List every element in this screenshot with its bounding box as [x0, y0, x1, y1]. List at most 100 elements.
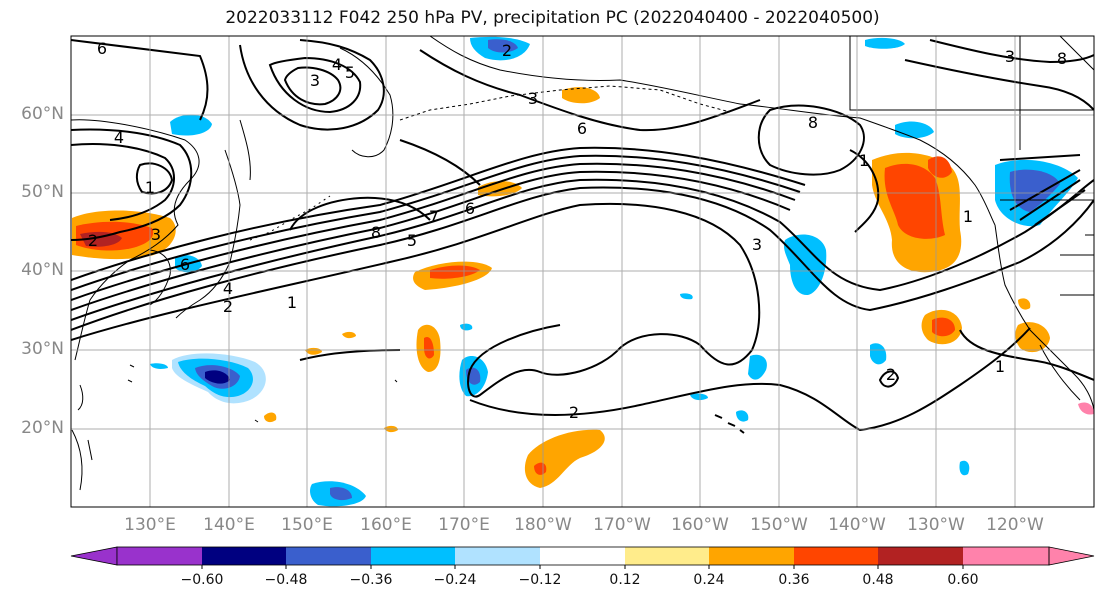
- lat-label-30n: 30°N: [21, 339, 64, 359]
- colorbar-tick-label: 0.36: [778, 572, 810, 588]
- lon-label: 130°W: [907, 515, 965, 535]
- pv-contour: [419, 49, 761, 132]
- pv-contour: [999, 154, 1086, 226]
- pv-blob: [865, 37, 905, 49]
- coast-alaska-west: [429, 36, 741, 105]
- colorbar-tick-label: −0.24: [433, 572, 477, 588]
- colorbar-swatch: [117, 547, 202, 565]
- colorbar-swatch: [794, 547, 878, 565]
- lon-label: 140°W: [828, 515, 886, 535]
- precip-blob: [1018, 298, 1031, 310]
- colorbar-tick-label: −0.36: [349, 572, 393, 588]
- colorbar-swatch: [371, 547, 455, 565]
- colorbar-tick-label: 0.60: [947, 572, 979, 588]
- pv-contour: [929, 39, 1094, 64]
- pv-blob: [680, 293, 693, 300]
- contour-label: 1: [859, 151, 869, 170]
- colorbar-extend-low: [70, 546, 118, 566]
- coast-taiwan: [77, 384, 84, 411]
- pv-contour: [71, 39, 209, 121]
- pv-contour: [135, 162, 174, 195]
- lat-label-20n: 20°N: [21, 418, 64, 438]
- contour-label: 4: [114, 128, 124, 147]
- map-title: 2022033112 F042 250 hPa PV, precipitatio…: [225, 8, 880, 28]
- coast-kamchatka: [339, 47, 394, 158]
- colorbar-tick-label: −0.48: [264, 572, 308, 588]
- coast-canada: [1019, 36, 1094, 150]
- pv-blob: [736, 410, 749, 422]
- precip-blob: [80, 231, 122, 247]
- lon-label: 150°E: [281, 515, 333, 535]
- lon-label: 150°W: [750, 515, 808, 535]
- contour-label: 2: [886, 365, 896, 384]
- pv-contour: [71, 178, 1094, 321]
- coast-westcoast: [994, 224, 1094, 411]
- pv-blob: [870, 343, 887, 365]
- coast-korea: [149, 249, 171, 306]
- pv-blob: [959, 460, 970, 476]
- coastlines: [71, 36, 1094, 491]
- pv-contour: [71, 146, 806, 281]
- contour-label: 1: [287, 293, 297, 312]
- contour-label: 3: [1005, 47, 1015, 66]
- coast-alaska-north: [849, 36, 1094, 111]
- pv-blob: [1078, 402, 1094, 415]
- lon-label: 160°W: [671, 515, 729, 535]
- pv-contour: [959, 329, 1094, 381]
- contour-label: 6: [180, 255, 190, 274]
- coast-baja: [1039, 344, 1081, 401]
- pv-blob: [1009, 169, 1060, 212]
- graticule: [71, 36, 1094, 507]
- coast-kurils: [249, 195, 331, 241]
- pv-contour: [878, 370, 900, 388]
- pv-contour: [757, 104, 865, 176]
- colorbar-swatch: [625, 547, 709, 565]
- contour-label: 8: [1057, 49, 1067, 68]
- contour-label: 6: [577, 119, 587, 138]
- lat-label-40n: 40°N: [21, 260, 64, 280]
- contour-label: 8: [371, 223, 381, 242]
- precip-blob: [884, 163, 945, 239]
- colorbar-swatch: [202, 547, 286, 565]
- precip-blob: [264, 412, 277, 423]
- contour-label: 4: [223, 279, 233, 298]
- pv-contour: [904, 59, 1094, 111]
- precip-blob: [430, 265, 480, 279]
- precip-blob: [932, 317, 955, 337]
- pv-contour: [71, 154, 801, 291]
- pv-contours: [71, 39, 1094, 432]
- precip-blob: [305, 347, 322, 355]
- contour-label: 7: [429, 207, 439, 226]
- precip-blob: [1015, 322, 1050, 353]
- contour-label: 3: [310, 71, 320, 90]
- coast-sakhalin: [239, 119, 251, 181]
- contour-label: 2: [502, 41, 512, 60]
- lat-label-50n: 50°N: [21, 182, 64, 202]
- coast-asia: [71, 119, 200, 361]
- coast-aleutians: [399, 85, 731, 121]
- contour-labels: 6 3 4 5 2 3 6 8 4 1 2 3 6 8 7 6 5 3 4 1 …: [88, 39, 1067, 422]
- pv-contour: [469, 327, 1031, 432]
- precip-blob: [928, 156, 952, 178]
- precip-blob: [562, 87, 600, 104]
- contour-label: 5: [407, 231, 417, 250]
- coast-philippines: [71, 429, 93, 491]
- colorbar-tick-label: 0.48: [862, 572, 894, 588]
- pv-blob: [895, 121, 934, 139]
- pv-contour: [399, 139, 481, 186]
- contour-label: 1: [963, 207, 973, 226]
- lon-label: 170°E: [438, 515, 490, 535]
- coast-alaska-south: [739, 103, 996, 226]
- contour-label: 3: [528, 89, 538, 108]
- lat-label-60n: 60°N: [21, 104, 64, 124]
- map-frame: [70, 35, 1095, 508]
- lon-label: 160°E: [360, 515, 412, 535]
- pv-blob: [330, 487, 352, 501]
- lon-label: 170°W: [593, 515, 651, 535]
- pv-contour: [268, 56, 362, 114]
- contour-label: 5: [345, 63, 355, 82]
- pv-blob: [170, 114, 212, 136]
- pv-blob: [488, 39, 518, 53]
- colorbar: [70, 546, 1095, 569]
